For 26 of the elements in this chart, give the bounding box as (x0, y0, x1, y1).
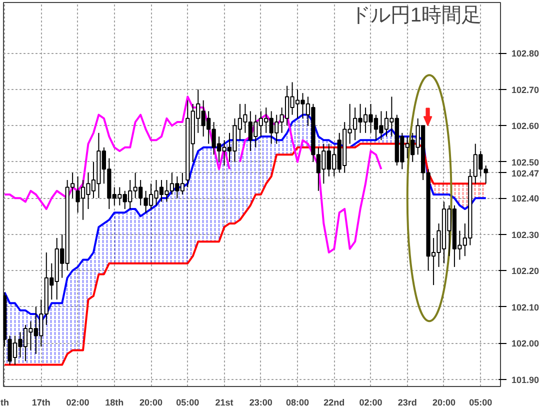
annotation: ドル円1時間足 (350, 4, 482, 26)
x-tick-label: 02:00 (66, 398, 90, 408)
y-tick-label: 102.20 (512, 266, 540, 276)
x-tick-label: 17th (32, 398, 50, 408)
x-tick-label: 20:00 (432, 398, 456, 408)
y-tick-label: 102.50 (512, 157, 540, 168)
y-tick-label: 101.90 (512, 374, 540, 385)
y-tick-label: 102.00 (512, 338, 540, 349)
y-tick-label: 102.70 (512, 84, 540, 95)
x-tick-label: 08:00 (286, 398, 310, 408)
y-tick-label: 102.60 (512, 121, 540, 132)
x-tick-label: 22nd (324, 398, 345, 408)
x-tick-label: th (0, 398, 9, 408)
y-tick-label: 102.40 (512, 194, 540, 204)
x-tick-label: 23:00 (249, 398, 272, 408)
x-tick-label: 21st (215, 398, 234, 408)
x-tick-label: 18th (105, 398, 124, 408)
y-tick-label: 102.30 (512, 230, 540, 240)
y-tick-label: 102.80 (512, 48, 540, 59)
x-tick-label: 20:00 (140, 398, 163, 408)
x-tick-label: 05:00 (176, 398, 200, 408)
x-tick-label: 02:00 (359, 398, 382, 408)
x-tick-label: 05:00 (469, 398, 492, 408)
x-tick-label: 23rd (398, 398, 417, 408)
y-tick-label: 102.10 (512, 302, 540, 312)
y-tick-label: 102.47 (512, 168, 540, 178)
